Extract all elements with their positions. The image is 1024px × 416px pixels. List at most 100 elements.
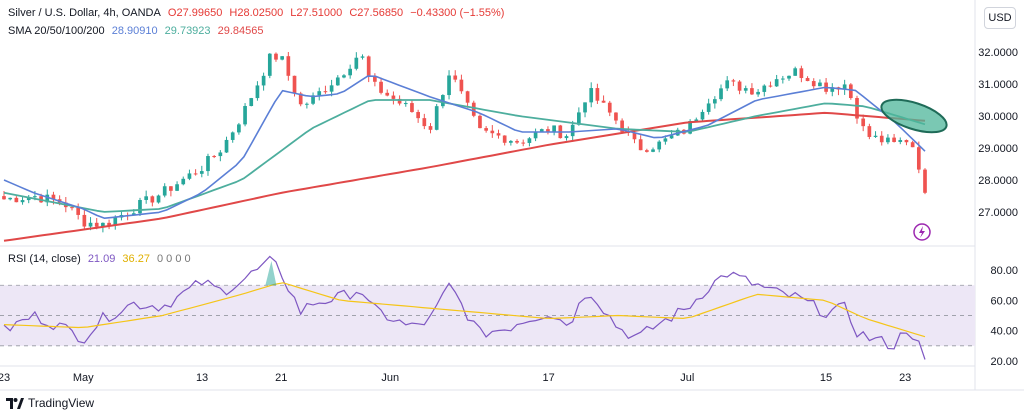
candle-body: [873, 135, 878, 137]
candle-body: [274, 53, 278, 60]
candle-body: [750, 88, 754, 95]
candle-body: [855, 98, 859, 119]
tradingview-brand[interactable]: TradingView: [6, 396, 94, 410]
time-axis-label: 23: [899, 372, 911, 384]
candle-body: [354, 57, 359, 69]
candle-body: [397, 98, 402, 104]
tradingview-logo-icon: [6, 397, 24, 409]
candle-body: [348, 68, 352, 76]
candle-body: [774, 79, 779, 87]
candle-body: [305, 103, 309, 105]
candle-body: [329, 85, 334, 92]
currency-button[interactable]: USD: [984, 7, 1016, 29]
candle-body: [669, 135, 674, 139]
candle-body: [509, 140, 513, 143]
candle-body: [632, 132, 637, 140]
candle-body: [601, 100, 606, 103]
candle-body: [848, 84, 853, 99]
rsi-label[interactable]: RSI (14, close): [8, 253, 81, 265]
sma200-line: [3, 111, 926, 242]
candle-body: [663, 138, 668, 142]
candle-body: [583, 102, 587, 113]
candle-body: [904, 140, 909, 143]
candle-body: [527, 138, 532, 143]
candle-body: [818, 82, 822, 87]
candle-body: [162, 186, 167, 196]
time-axis-label: 21: [275, 372, 287, 384]
candle-body: [416, 112, 420, 119]
symbol-title[interactable]: Silver / U.S. Dollar, 4h, OANDA: [8, 7, 161, 19]
candle-body: [577, 112, 581, 125]
candle-body: [317, 91, 322, 96]
candle-body: [719, 88, 723, 100]
candle-body: [546, 129, 550, 132]
rsi-ma-line: [3, 282, 926, 338]
candle-body: [70, 207, 74, 209]
candle-body: [657, 141, 662, 150]
candle-body: [212, 156, 217, 158]
candle-body: [2, 196, 6, 200]
sma50-line: [3, 99, 926, 213]
candle-body: [564, 136, 569, 139]
candle-body: [762, 85, 767, 92]
candle-body: [175, 184, 179, 191]
candle-body: [756, 91, 760, 95]
candles-group: [2, 51, 927, 233]
rsi-extras: 0 0 0 0: [157, 253, 191, 265]
candle-body: [787, 75, 791, 79]
candle-body: [434, 106, 439, 130]
candle-body: [261, 75, 266, 86]
price-legend: Silver / U.S. Dollar, 4h, OANDA O27.9965…: [8, 7, 508, 19]
candle-body: [533, 132, 538, 139]
candle-body: [737, 81, 742, 91]
candle-body: [199, 171, 204, 174]
candle-body: [144, 196, 149, 200]
annotation-ellipse: [880, 98, 948, 134]
candle-body: [101, 222, 105, 227]
candle-body: [916, 147, 921, 170]
candle-body: [8, 197, 13, 200]
rsi-axis-tick: 60.00: [990, 295, 1018, 307]
candle-body: [805, 78, 810, 82]
candle-body: [793, 68, 798, 76]
candle-body: [131, 213, 136, 216]
candle-body: [910, 142, 915, 148]
candle-body: [799, 68, 804, 79]
candle-body: [94, 222, 99, 227]
sma-label[interactable]: SMA 20/50/100/200: [8, 25, 105, 37]
candle-body: [280, 56, 284, 60]
candle-body: [694, 119, 699, 122]
sma50-value: 29.73923: [164, 25, 211, 37]
candle-body: [898, 140, 903, 142]
candle-body: [768, 85, 773, 87]
candle-body: [51, 194, 56, 200]
lightning-badge-icon: [913, 223, 931, 241]
candle-body: [923, 169, 927, 193]
price-axis-tick: 31.0000: [978, 79, 1018, 91]
candle-body: [502, 135, 507, 143]
candle-body: [255, 85, 260, 99]
candle-body: [892, 137, 896, 142]
price-axis-tick: 32.0000: [978, 47, 1018, 59]
candle-body: [842, 84, 847, 90]
candle-body: [447, 75, 451, 96]
candle-body: [830, 87, 835, 92]
candle-body: [428, 126, 433, 130]
candle-body: [243, 106, 247, 125]
candle-body: [403, 103, 408, 105]
ohlc-high: H28.02500: [229, 7, 284, 19]
candle-body: [218, 152, 223, 157]
candle-body: [478, 115, 482, 129]
candle-body: [645, 150, 649, 152]
candle-body: [879, 135, 884, 143]
candle-body: [595, 88, 600, 101]
candle-body: [886, 137, 890, 143]
candle-body: [107, 222, 111, 226]
candle-body: [373, 76, 377, 82]
candle-body: [422, 118, 427, 127]
candle-body: [88, 222, 93, 227]
candle-body: [249, 98, 254, 107]
candle-body: [335, 77, 340, 86]
time-axis-label: 23: [0, 372, 10, 384]
